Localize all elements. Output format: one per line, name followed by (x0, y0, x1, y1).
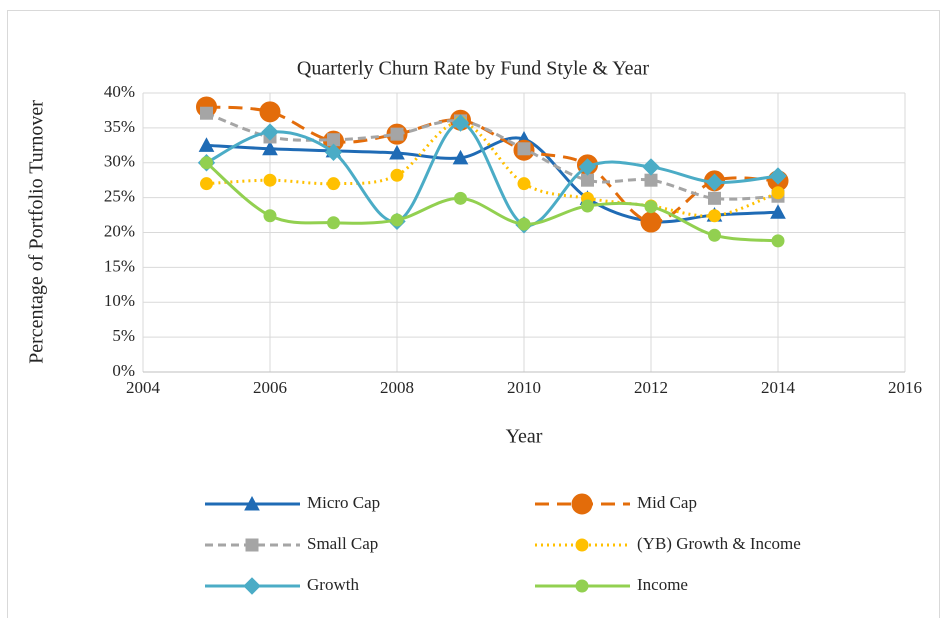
marker (517, 177, 531, 191)
legend-marker (575, 538, 589, 552)
legend-label: Mid Cap (637, 493, 697, 512)
x-tick-label: 2008 (380, 378, 414, 397)
x-tick-label: 2014 (761, 378, 796, 397)
marker (708, 228, 721, 242)
legend-label: (YB) Growth & Income (637, 534, 801, 553)
x-tick-label: 2016 (888, 378, 922, 397)
y-tick-label: 15% (104, 256, 135, 275)
marker (390, 213, 404, 227)
marker (327, 177, 340, 191)
legend-marker (244, 495, 260, 511)
marker (640, 211, 662, 233)
x-axis-label: Year (506, 426, 543, 448)
marker (451, 114, 470, 132)
series-line (205, 121, 779, 227)
marker (389, 144, 405, 160)
y-tick-label: 20% (104, 221, 135, 240)
series-line (206, 120, 779, 218)
marker (200, 177, 213, 191)
marker (708, 191, 721, 205)
marker (771, 234, 785, 248)
marker (705, 173, 724, 191)
marker (390, 168, 404, 182)
marker (454, 191, 467, 205)
y-tick-label: 10% (104, 291, 135, 310)
chart-frame (7, 10, 940, 618)
marker (517, 142, 531, 156)
marker (644, 173, 658, 187)
marker (581, 199, 594, 213)
marker (642, 158, 660, 176)
y-tick-label: 5% (112, 326, 135, 345)
chart-title: Quarterly Churn Rate by Fund Style & Yea… (297, 58, 650, 80)
x-tick-label: 2004 (126, 378, 161, 397)
marker (261, 123, 279, 141)
marker (327, 216, 340, 230)
series-line (205, 161, 779, 243)
marker (390, 127, 404, 141)
legend-label: Small Cap (307, 534, 378, 553)
marker (262, 140, 278, 156)
marker (200, 156, 213, 170)
series-line (205, 111, 779, 201)
legend-label: Income (637, 575, 688, 594)
marker (259, 101, 281, 123)
legend-marker (245, 538, 259, 552)
legend-marker (571, 493, 593, 515)
marker (771, 186, 785, 200)
marker (452, 149, 469, 165)
marker (644, 200, 658, 214)
marker (578, 158, 597, 176)
legend-marker (243, 577, 261, 595)
marker (198, 137, 215, 152)
legend-marker (575, 579, 589, 593)
x-tick-label: 2012 (634, 378, 668, 397)
legend-label: Growth (307, 575, 359, 594)
marker (263, 209, 277, 223)
marker (770, 204, 786, 219)
x-tick-label: 2010 (507, 378, 541, 397)
x-tick-label: 2006 (253, 378, 287, 397)
marker (581, 173, 594, 187)
y-tick-label: 30% (104, 152, 135, 171)
marker (517, 217, 531, 231)
y-axis-label: Percentage of Portfolio Turnover (26, 100, 48, 364)
legend-label: Micro Cap (307, 493, 380, 512)
marker (708, 209, 721, 223)
y-tick-label: 0% (112, 361, 135, 380)
y-tick-label: 40% (104, 82, 135, 101)
marker (200, 106, 213, 120)
y-tick-label: 35% (104, 117, 135, 136)
marker (263, 173, 277, 187)
marker (769, 167, 787, 185)
series-line (206, 105, 779, 224)
marker (324, 143, 343, 161)
y-tick-label: 25% (104, 187, 135, 206)
